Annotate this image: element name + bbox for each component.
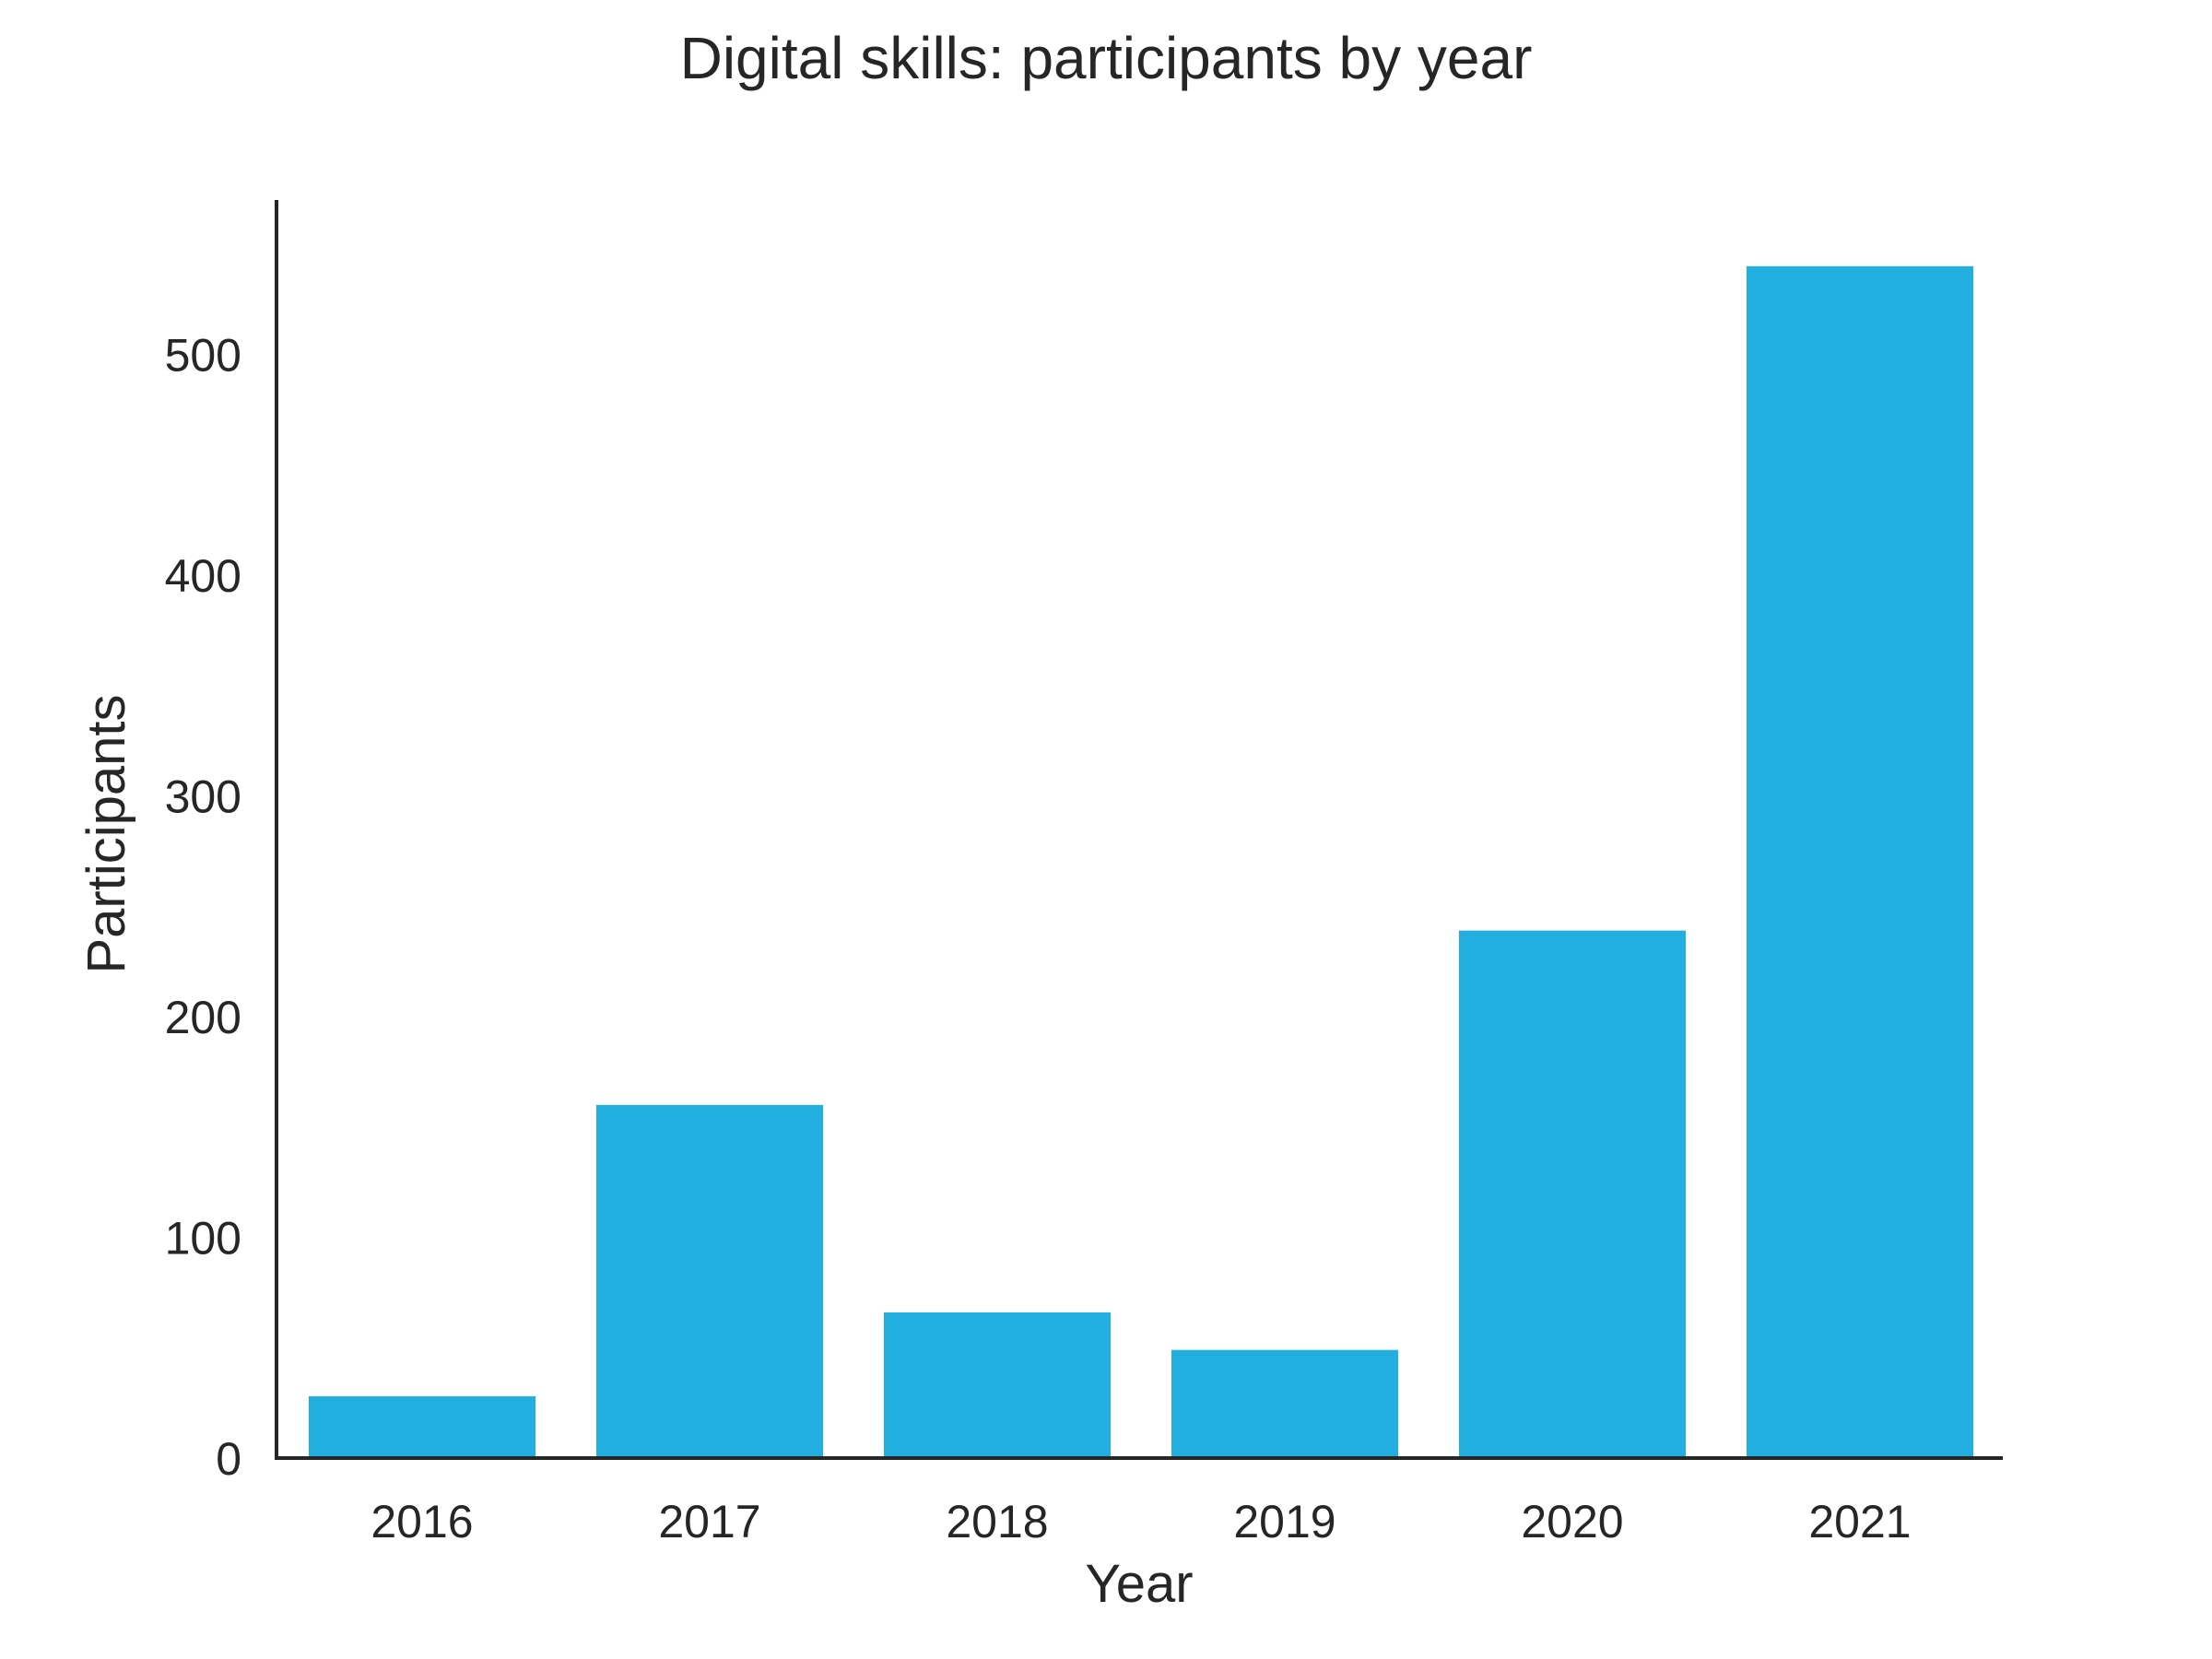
chart-title: Digital skills: participants by year [680, 25, 1533, 91]
y-tick-label-100: 100 [165, 1213, 241, 1265]
x-tick-label-2016: 2016 [371, 1496, 473, 1547]
y-axis-label: Participants [76, 694, 136, 973]
bar-2018 [884, 1312, 1111, 1458]
y-tick-label-400: 400 [165, 550, 241, 602]
bars-group [309, 265, 1973, 1459]
y-tick-labels: 0 100 200 300 400 500 [165, 330, 241, 1485]
x-tick-label-2019: 2019 [1233, 1496, 1335, 1547]
x-tick-label-2021: 2021 [1808, 1496, 1911, 1547]
y-tick-label-0: 0 [216, 1433, 241, 1485]
y-tick-label-500: 500 [165, 330, 241, 382]
x-tick-labels: 2016 2017 2018 2019 2020 2021 [371, 1496, 1911, 1547]
x-tick-label-2018: 2018 [946, 1496, 1048, 1547]
bar-2021 [1747, 265, 1973, 1459]
bar-2020 [1459, 930, 1686, 1458]
bar-2017 [596, 1104, 823, 1458]
y-tick-label-300: 300 [165, 771, 241, 823]
x-tick-label-2020: 2020 [1521, 1496, 1623, 1547]
bar-2019 [1171, 1349, 1398, 1458]
x-tick-label-2017: 2017 [658, 1496, 760, 1547]
x-axis-label: Year [1085, 1554, 1193, 1614]
bar-2016 [309, 1395, 535, 1458]
y-tick-label-200: 200 [165, 992, 241, 1043]
